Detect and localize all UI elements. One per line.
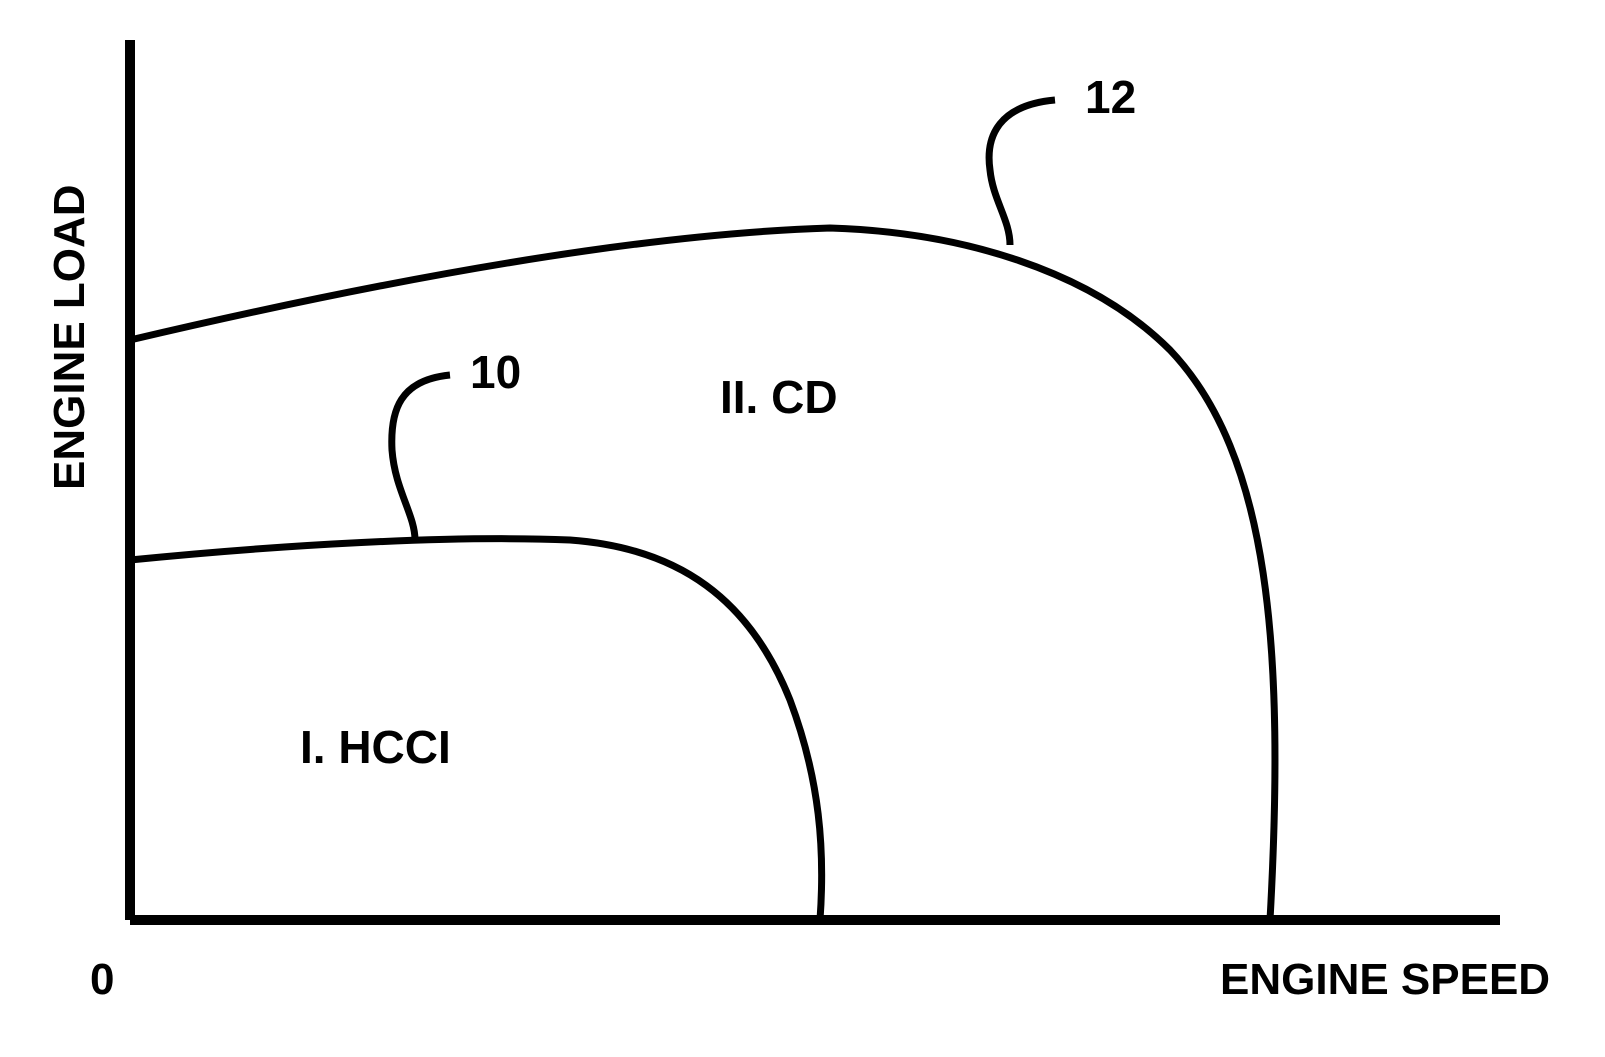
y-axis-label: ENGINE LOAD bbox=[45, 184, 95, 490]
callout-leader-10 bbox=[392, 375, 450, 540]
region-label-cd: II. CD bbox=[720, 370, 838, 424]
callout-label-10: 10 bbox=[470, 345, 521, 399]
diagram-container: ENGINE LOAD ENGINE SPEED 0 I. HCCI II. C… bbox=[0, 0, 1605, 1057]
callout-label-12: 12 bbox=[1085, 70, 1136, 124]
engine-map-diagram bbox=[0, 0, 1605, 1057]
region-label-hcci: I. HCCI bbox=[300, 720, 451, 774]
callout-leader-12 bbox=[989, 100, 1055, 245]
inner-boundary-curve-10 bbox=[130, 539, 822, 920]
origin-label: 0 bbox=[90, 955, 114, 1005]
outer-boundary-curve-12 bbox=[130, 228, 1275, 920]
x-axis-label: ENGINE SPEED bbox=[1220, 955, 1550, 1005]
